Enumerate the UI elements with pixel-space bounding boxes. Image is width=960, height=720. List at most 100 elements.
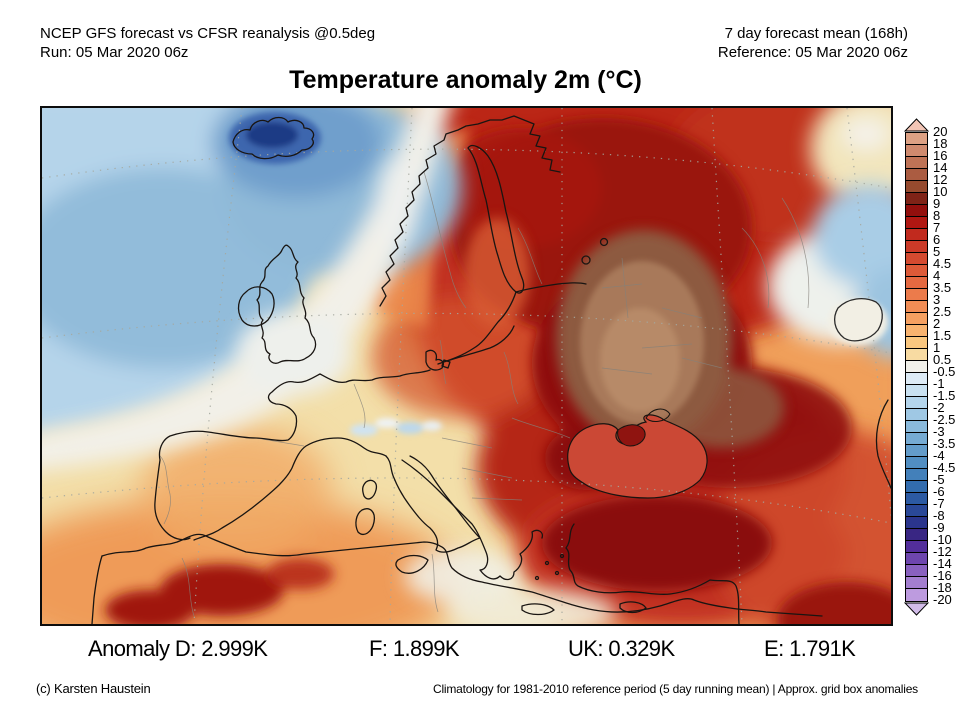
colorbar-cell: [906, 145, 927, 157]
colorbar-cell: [906, 301, 927, 313]
morocco-atlantic-coast: [91, 555, 103, 624]
credit-label: (c) Karsten Haustein: [36, 681, 151, 696]
colorbar-cell: [906, 493, 927, 505]
colorbar-tick-label: 4: [933, 268, 941, 283]
colorbar-cell: [906, 241, 927, 253]
colorbar-cell: [906, 505, 927, 517]
colorbar: [905, 132, 928, 602]
colorbar-cell: [906, 217, 927, 229]
colorbar-cell: [906, 589, 927, 601]
gulf-of-finland: [515, 282, 587, 293]
colorbar-tick-label: -0.5: [933, 364, 956, 379]
colorbar-arrow-up: [904, 118, 929, 132]
model-comparison-label: NCEP GFS forecast vs CFSR reanalysis @0.…: [40, 25, 376, 42]
baltic-coast: [437, 291, 517, 365]
colorbar-cell: [906, 481, 927, 493]
forecast-range-label: 7 day forecast mean (168h): [724, 25, 908, 42]
colorbar-tick-label: -12: [933, 544, 952, 559]
denmark-coast: [425, 349, 451, 371]
europe-temperature-anomaly-map: [42, 108, 891, 624]
colorbar-tick-label: -9: [933, 520, 945, 535]
alpine-specks: [350, 418, 442, 436]
iceland-coast: [232, 116, 315, 160]
lake-ladoga: [581, 255, 591, 265]
colorbar-cell: [906, 457, 927, 469]
colorbar-cell: [906, 373, 927, 385]
sicily-coast: [395, 554, 429, 574]
colorbar-tick-label: 8: [933, 208, 941, 223]
west-europe-coast: [154, 369, 431, 541]
colorbar-tick-label: -16: [933, 568, 952, 583]
black-sea: [567, 408, 708, 499]
header-right: 7 day forecast mean (168h) Reference: 05…: [718, 24, 908, 62]
extreme-brown-region: [556, 230, 784, 448]
colorbar-cell: [906, 133, 927, 145]
colorbar-tick-label: 5: [933, 244, 941, 259]
crimea: [617, 424, 646, 447]
colorbar-cell: [906, 385, 927, 397]
colorbar-tick-label: 9: [933, 196, 941, 211]
colorbar-cell: [906, 265, 927, 277]
colorbar-cell: [906, 529, 927, 541]
colorbar-cell: [906, 421, 927, 433]
norway-coast: [379, 115, 561, 307]
cyprus-coast: [619, 601, 647, 614]
colorbar-tick-label: -4: [933, 448, 945, 463]
colorbar-cell: [906, 469, 927, 481]
colorbar-cell: [906, 565, 927, 577]
lake-onega: [599, 237, 609, 247]
colorbar-tick-label: 3: [933, 292, 941, 307]
colorbar-cell: [906, 553, 927, 565]
colorbar-tick-label: 18: [933, 136, 948, 151]
colorbar-tick-label: -1.5: [933, 388, 956, 403]
colorbar-cell: [906, 313, 927, 325]
country-borders: [159, 171, 810, 617]
colorbar-tick-label: -3: [933, 424, 945, 439]
climatology-note: Climatology for 1981-2010 reference peri…: [432, 682, 918, 696]
colorbar-tick-label: -14: [933, 556, 952, 571]
anomaly-spain: E: 1.791K: [764, 636, 856, 661]
colorbar-cell: [906, 277, 927, 289]
colorbar-tick-label: -3.5: [933, 436, 956, 451]
balkan-coast: [401, 459, 544, 581]
turkey-coast: [565, 523, 740, 624]
colorbar-tick-label: 4.5: [933, 256, 952, 271]
colorbar-tick-label: -4.5: [933, 460, 956, 475]
colorbar-tick-label: -10: [933, 532, 952, 547]
colorbar-tick-label: 2.5: [933, 304, 952, 319]
colorbar-tick-label: -8: [933, 508, 945, 523]
colorbar-tick-label: -1: [933, 376, 945, 391]
colorbar-tick-label: 16: [933, 148, 948, 163]
corsica-coast: [362, 479, 378, 500]
colorbar-cell: [906, 205, 927, 217]
colorbar-tick-label: -5: [933, 472, 945, 487]
colorbar-cell: [906, 157, 927, 169]
colorbar-cell: [906, 577, 927, 589]
colorbar-cell: [906, 181, 927, 193]
reference-date-label: Reference: 05 Mar 2020 06z: [717, 44, 908, 61]
colorbar-cell: [906, 325, 927, 337]
ireland-coast: [237, 286, 275, 327]
colorbar-tick-label: -18: [933, 580, 952, 595]
header-left: NCEP GFS forecast vs CFSR reanalysis @0.…: [40, 24, 375, 62]
colorbar-tick-label: -2.5: [933, 412, 956, 427]
colorbar-cell: [906, 361, 927, 373]
sardinia-coast: [355, 508, 376, 536]
caspian-west-shore: [875, 399, 891, 489]
colorbar-cell: [906, 445, 927, 457]
colorbar-labels: 20 18 16 14 12 10 9 8 7 6 5 4.5 4 3.5 3 2.5 2 1.5 1 0.5 -0.5…: [933, 124, 960, 612]
graticule-grid: [42, 108, 891, 624]
colorbar-tick-label: -6: [933, 484, 945, 499]
colorbar-tick-label: 12: [933, 172, 948, 187]
colorbar-tick-label: 10: [933, 184, 948, 199]
coastlines: [91, 115, 891, 624]
colorbar-arrow-down: [904, 602, 929, 616]
colorbar-tick-label: 20: [933, 124, 948, 139]
colorbar-cell: [906, 229, 927, 241]
colorbar-tick-label: 14: [933, 160, 948, 175]
crete-coast: [521, 603, 555, 616]
colorbar-cell: [906, 349, 927, 361]
sea-of-azov: [645, 408, 671, 422]
east-white-lake: [833, 297, 883, 342]
colorbar-tick-label: 2: [933, 316, 941, 331]
